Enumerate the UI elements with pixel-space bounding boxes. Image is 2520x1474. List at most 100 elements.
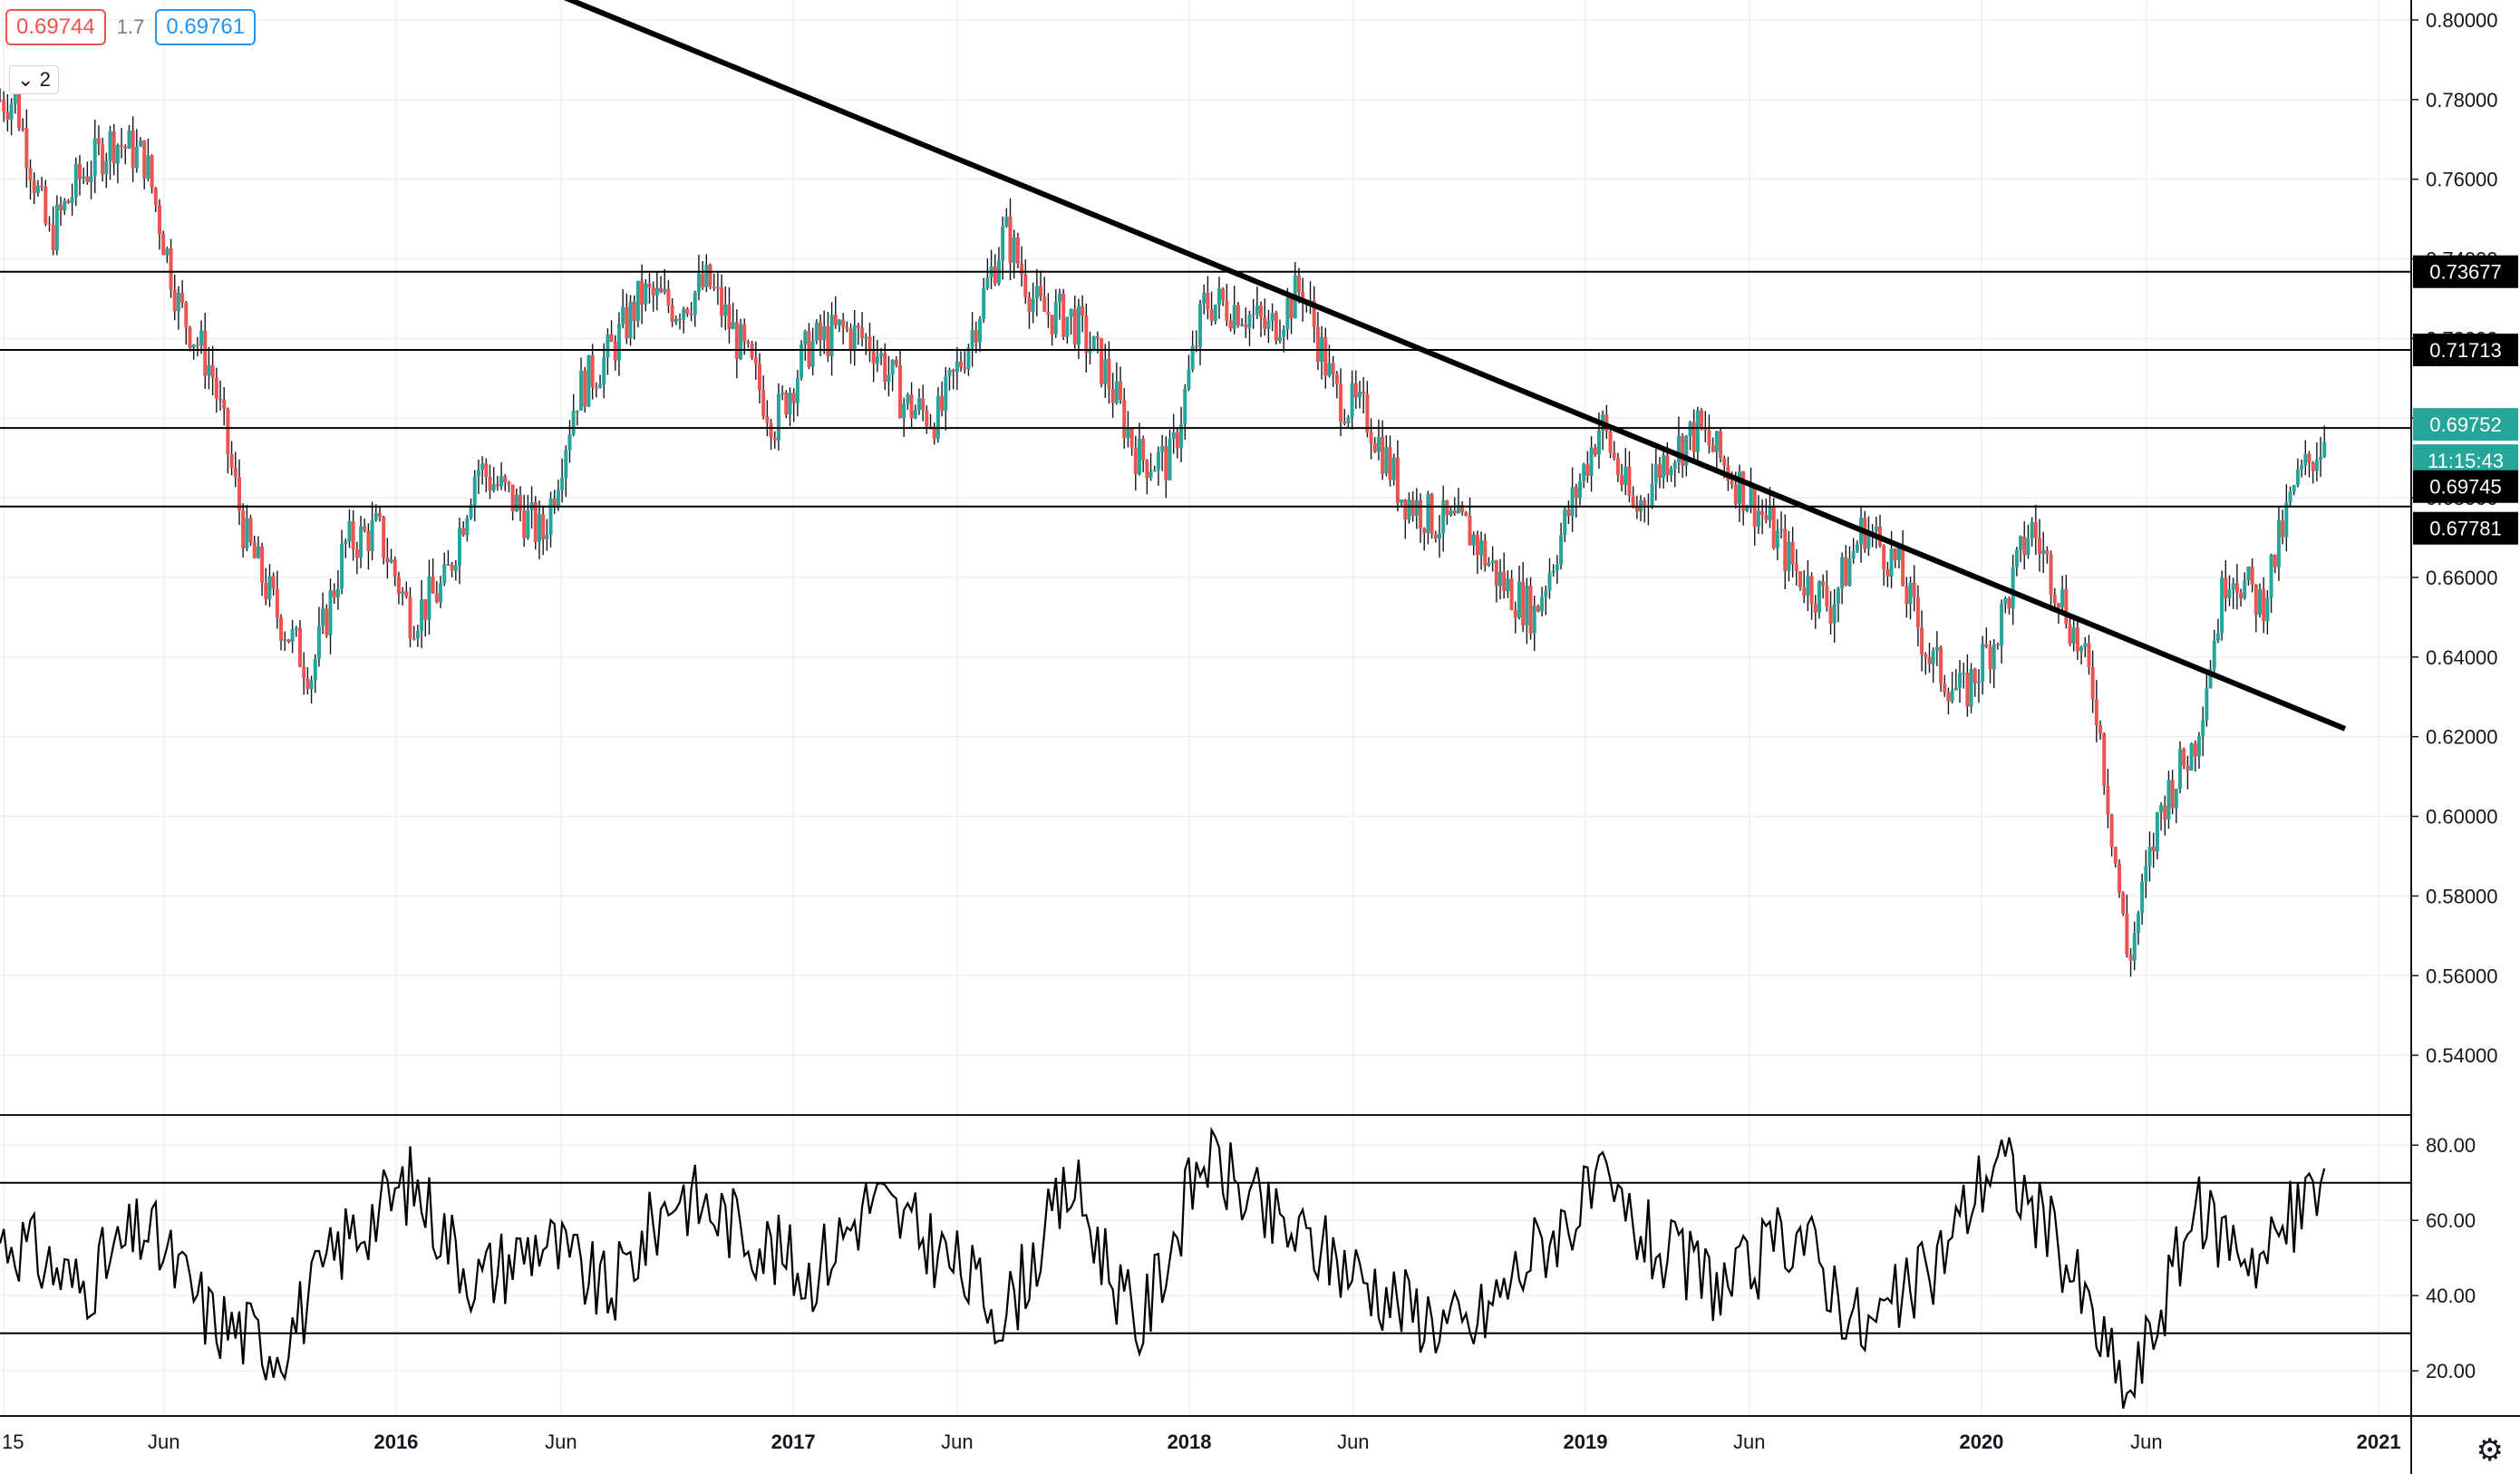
candle-body (654, 287, 659, 296)
candle-body (696, 273, 701, 293)
candle-body (1882, 545, 1886, 569)
candle-body (161, 234, 166, 256)
candle-body (1851, 551, 1856, 559)
time-tick-label: 2016 (373, 1430, 418, 1453)
gear-icon[interactable]: ⚙ (2476, 1433, 2504, 1468)
candle-body (191, 344, 196, 348)
candle-body (108, 131, 112, 161)
candle-body (412, 638, 416, 640)
candle-body (2193, 743, 2197, 757)
candle-body (2060, 588, 2065, 608)
candle-body (970, 329, 974, 348)
price-tick-label: 0.64000 (2426, 646, 2498, 669)
candle-body (689, 314, 693, 315)
candle-body (1194, 345, 1198, 348)
candle-body (92, 138, 97, 177)
candle-body (2239, 592, 2244, 599)
candle-body (1456, 504, 1460, 514)
candle-body (1430, 493, 1434, 535)
candle-body (616, 324, 621, 361)
candle-body (1559, 535, 1564, 565)
candle-body (401, 591, 405, 595)
time-tick-label: Jun (1733, 1430, 1765, 1453)
candle-body (677, 318, 682, 321)
buy-button[interactable]: 0.69761 (155, 9, 257, 45)
candle-body (267, 576, 272, 599)
candle-body (1771, 506, 1776, 548)
candle-body (32, 180, 36, 194)
candle-body (2019, 536, 2023, 550)
horizontal-levels[interactable] (0, 270, 2411, 508)
candle-body (556, 490, 560, 507)
candle-body (1589, 447, 1594, 476)
candle-body (396, 577, 401, 595)
candle-body (2117, 863, 2121, 893)
candle-body (2189, 743, 2194, 771)
level-tag-1-bg (2413, 255, 2518, 288)
candle-body (982, 287, 986, 320)
candle-body (1950, 690, 1954, 702)
candle-body (1684, 435, 1689, 466)
candle-body (248, 518, 253, 542)
candle-body (488, 477, 492, 491)
candle-body (218, 398, 223, 401)
candle-body (867, 336, 872, 352)
time-tick-label: Jun (148, 1430, 179, 1453)
candle-body (408, 596, 412, 639)
candle-body (1737, 471, 1741, 504)
level-tag-3: 0.69745 (2429, 476, 2502, 499)
candle-body (753, 357, 758, 364)
sell-button[interactable]: 0.69744 (5, 9, 106, 45)
candle-body (2182, 749, 2186, 766)
candle-body (1563, 509, 1567, 536)
candle-body (1719, 431, 1723, 459)
candle-body (1874, 526, 1878, 531)
candle-body (1251, 314, 1255, 316)
candle-body (203, 330, 208, 376)
candle-body (977, 319, 982, 343)
candle-body (472, 476, 477, 506)
candle-body (1247, 315, 1252, 328)
candle-body (1866, 531, 1871, 549)
candle-body (1653, 464, 1658, 484)
candle-body (1020, 263, 1024, 275)
candle-body (1711, 445, 1715, 452)
candle-body (101, 144, 105, 175)
candle-body (153, 188, 158, 206)
candle-body (1681, 436, 1685, 466)
candle-body (461, 528, 466, 536)
candle-body (1934, 646, 1939, 651)
candle-body (829, 315, 834, 357)
candle-body (567, 434, 572, 451)
candle-body (647, 283, 652, 288)
candle-body (1039, 286, 1043, 297)
candle-body (480, 463, 485, 470)
trendline[interactable] (561, 0, 2347, 732)
candle-body (1384, 447, 1389, 474)
candle-body (2090, 666, 2095, 700)
candle-body (1372, 442, 1377, 452)
candle-body (165, 248, 170, 256)
candle-body (420, 599, 424, 631)
candle-body (1198, 304, 1203, 347)
candle-body (1521, 581, 1526, 625)
candle-body (40, 185, 44, 188)
candle-body (484, 463, 489, 478)
candle-body (1896, 548, 1901, 561)
candle-body (2250, 566, 2254, 585)
candle-body (1551, 570, 1556, 573)
candle-body (1179, 424, 1184, 449)
time-axis[interactable]: 15 Jun 2016 Jun 2017 Jun 2018 Jun 2019 Jun 2020 Jun… (2, 1430, 2401, 1453)
price-tags: 0.73677 0.71713 0.69752 11:15:43 0.69745 0.67… (2413, 255, 2518, 545)
level-tag-4: 0.67781 (2429, 518, 2502, 540)
candle-body (1274, 313, 1278, 342)
indicator-collapse-button[interactable]: ⌄ 2 (9, 65, 59, 94)
candle-body (222, 400, 227, 410)
candle-body (666, 288, 671, 305)
candle-body (465, 518, 470, 536)
time-tick-label: Jun (2130, 1430, 2162, 1453)
candle-body (670, 305, 674, 323)
rsi-axis[interactable]: 80.00 60.00 40.00 20.00 (2411, 1134, 2476, 1382)
candle-body (2295, 469, 2300, 486)
